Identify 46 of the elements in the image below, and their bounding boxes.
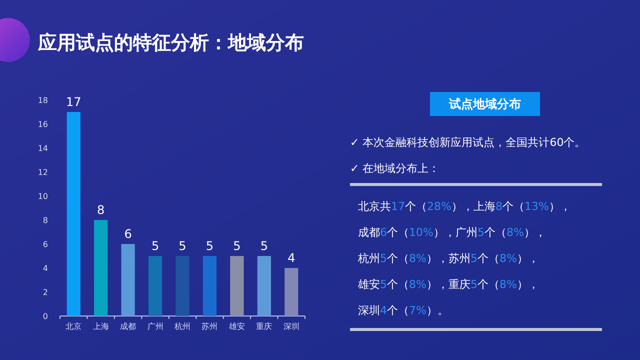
text: ✓ 本次金融科技创新应用试点，全国共计60个。: [350, 136, 586, 149]
bar: [148, 256, 162, 316]
y-tick-label: 6: [42, 240, 48, 249]
data-label: 5: [260, 239, 268, 253]
text: 北京共17个（28%），上海8个（13%），: [358, 200, 571, 213]
y-tick-label: 8: [42, 216, 48, 225]
y-tick-label: 14: [38, 144, 48, 153]
data-label: 5: [206, 239, 214, 253]
data-label: 17: [66, 95, 82, 109]
bar: [257, 256, 271, 316]
bar: [94, 220, 108, 316]
y-tick-label: 18: [38, 96, 48, 105]
bar: [121, 244, 135, 316]
x-tick-label: 雄安: [228, 322, 245, 331]
bar: [202, 256, 217, 316]
text: 试点地域分布: [448, 97, 521, 112]
x-tick-label: 苏州: [202, 322, 218, 331]
text: 深圳4个（7%）。: [358, 304, 448, 317]
text: 雄安5个（8%），重庆5个（8%），: [358, 278, 539, 291]
x-tick-label: 广州: [147, 322, 164, 331]
bar: [284, 268, 298, 316]
text: ✓ 在地域分布上：: [350, 162, 440, 175]
x-tick-label: 重庆: [256, 322, 272, 331]
data-label: 6: [124, 227, 132, 241]
bar: [66, 112, 80, 316]
x-tick-label: 上海: [92, 322, 109, 331]
bar: [230, 256, 244, 316]
y-tick-label: 0: [42, 312, 48, 321]
data-label: 4: [288, 251, 296, 265]
y-tick-label: 16: [38, 120, 48, 129]
y-tick-label: 12: [38, 168, 48, 177]
data-label: 5: [178, 239, 186, 253]
chart-title: 应用试点的特征分析：地域分布: [37, 32, 304, 54]
data-label: 5: [233, 239, 241, 253]
x-tick-label: 杭州: [174, 322, 190, 331]
x-tick-label: 北京: [66, 322, 82, 331]
bar: [176, 256, 190, 316]
y-tick-label: 4: [42, 264, 48, 273]
text: 杭州5个（8%），苏州5个（8%），: [358, 252, 539, 265]
x-tick-label: 深圳: [283, 322, 300, 331]
y-tick-label: 2: [42, 288, 48, 297]
x-tick-label: 成都: [120, 322, 136, 331]
text: 成都6个（10%），广州5个（8%），: [358, 226, 546, 239]
data-label: 5: [151, 239, 160, 253]
data-label: 8: [97, 203, 105, 217]
y-tick-label: 10: [38, 192, 48, 201]
